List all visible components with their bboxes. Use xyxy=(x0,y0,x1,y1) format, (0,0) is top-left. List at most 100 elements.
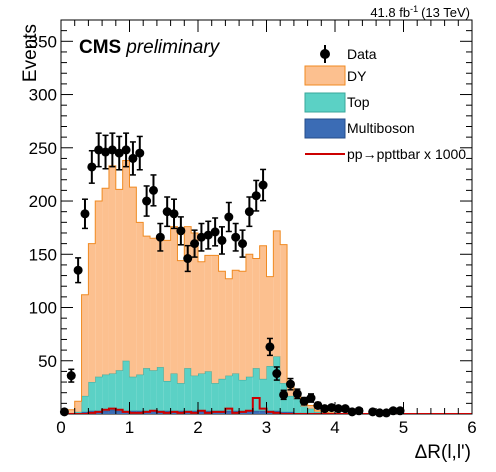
data-point xyxy=(135,136,144,169)
x-axis-title: ΔR(l,l') xyxy=(415,442,471,463)
bar-top xyxy=(273,356,280,410)
data-point xyxy=(170,199,179,228)
bar-dy xyxy=(219,271,226,379)
bar-top xyxy=(164,381,171,411)
x-tick-label: 2 xyxy=(193,418,202,437)
y-tick-label: 300 xyxy=(29,86,57,105)
bar-top xyxy=(184,368,191,411)
bar-top xyxy=(260,379,267,411)
bar-dy xyxy=(225,279,232,376)
bar-top xyxy=(143,368,150,411)
bar-top xyxy=(239,380,246,411)
legend: Data DY Top Multiboson pp→ppttbar x 1000 xyxy=(305,45,466,162)
data-marker xyxy=(211,227,220,236)
bar-dy xyxy=(95,201,102,377)
bar-top xyxy=(157,367,164,411)
y-tick-label: 100 xyxy=(29,299,57,318)
data-point xyxy=(74,258,83,283)
data-marker xyxy=(224,213,233,222)
data-marker xyxy=(74,266,83,275)
bar-dy xyxy=(143,236,150,368)
y-tick-label: 250 xyxy=(29,139,57,158)
data-point xyxy=(80,199,89,228)
x-tick-label: 3 xyxy=(262,418,271,437)
y-tick-label: 150 xyxy=(29,245,57,264)
bar-top xyxy=(88,382,95,411)
bar-top xyxy=(232,374,239,411)
bar-dy xyxy=(164,240,171,381)
data-marker xyxy=(307,394,316,403)
bar-top xyxy=(116,370,123,410)
data-marker xyxy=(272,369,281,378)
data-marker xyxy=(279,390,288,399)
data-marker xyxy=(245,207,254,216)
bar-top xyxy=(150,370,157,410)
data-marker xyxy=(238,239,247,248)
bar-top xyxy=(123,361,130,411)
legend-entry-multiboson: Multiboson xyxy=(305,119,415,138)
bar-top xyxy=(267,366,274,411)
data-marker xyxy=(190,239,199,248)
bar-dy xyxy=(205,255,212,371)
bar-dy xyxy=(232,270,239,373)
data-point xyxy=(67,369,76,382)
bar-top xyxy=(308,409,315,413)
bar-top xyxy=(301,407,308,413)
bar-dy xyxy=(88,244,95,382)
bar-top xyxy=(212,383,219,411)
bar-top xyxy=(177,383,184,411)
bar-top xyxy=(191,376,198,411)
legend-swatch-top xyxy=(305,93,345,112)
legend-entry-top: Top xyxy=(305,93,370,112)
bar-dy xyxy=(253,259,260,369)
data-marker xyxy=(67,371,76,380)
bar-dy xyxy=(136,222,143,374)
luminosity-label: 41.8 fb-1 (13 TeV) xyxy=(370,4,470,20)
legend-entry-data: Data xyxy=(320,45,377,63)
y-axis-title: Events xyxy=(20,24,41,82)
y-tick-label: 200 xyxy=(29,192,57,211)
data-marker xyxy=(156,233,165,242)
bar-top xyxy=(205,371,212,410)
experiment-label: CMS preliminary xyxy=(79,37,221,58)
y-tick-label: 50 xyxy=(38,352,57,371)
bar-top xyxy=(219,379,226,411)
legend-swatch-dy xyxy=(305,66,345,85)
x-tick-label: 0 xyxy=(56,418,65,437)
bar-dy xyxy=(123,161,130,361)
bar-top xyxy=(82,396,89,412)
bar-dy xyxy=(82,295,89,396)
data-marker xyxy=(87,162,96,171)
legend-label-dy: DY xyxy=(347,68,367,84)
data-point xyxy=(279,390,288,399)
data-marker xyxy=(170,209,179,218)
bar-dy xyxy=(157,238,164,367)
bar-top xyxy=(246,377,253,411)
bar-dy xyxy=(171,227,178,374)
bar-top xyxy=(109,374,116,410)
data-marker xyxy=(122,145,131,154)
bar-dy xyxy=(198,262,205,374)
bar-top xyxy=(225,376,232,411)
x-tick-label: 1 xyxy=(125,418,134,437)
bar-dy xyxy=(239,271,246,380)
bar-top xyxy=(198,374,205,411)
legend-label-top: Top xyxy=(347,94,370,110)
data-marker xyxy=(80,209,89,218)
bar-top xyxy=(171,374,178,411)
legend-label-multiboson: Multiboson xyxy=(347,120,415,136)
data-marker xyxy=(149,186,158,195)
data-point xyxy=(87,151,96,183)
data-marker xyxy=(252,191,261,200)
data-marker xyxy=(183,254,192,263)
x-tick-label: 6 xyxy=(467,418,476,437)
bar-top xyxy=(102,375,109,411)
data-marker xyxy=(217,236,226,245)
bar-dy xyxy=(130,187,137,377)
data-marker xyxy=(231,233,240,242)
data-point xyxy=(307,394,316,403)
data-point xyxy=(238,230,247,257)
bar-dy xyxy=(116,189,123,370)
data-point xyxy=(245,197,254,226)
